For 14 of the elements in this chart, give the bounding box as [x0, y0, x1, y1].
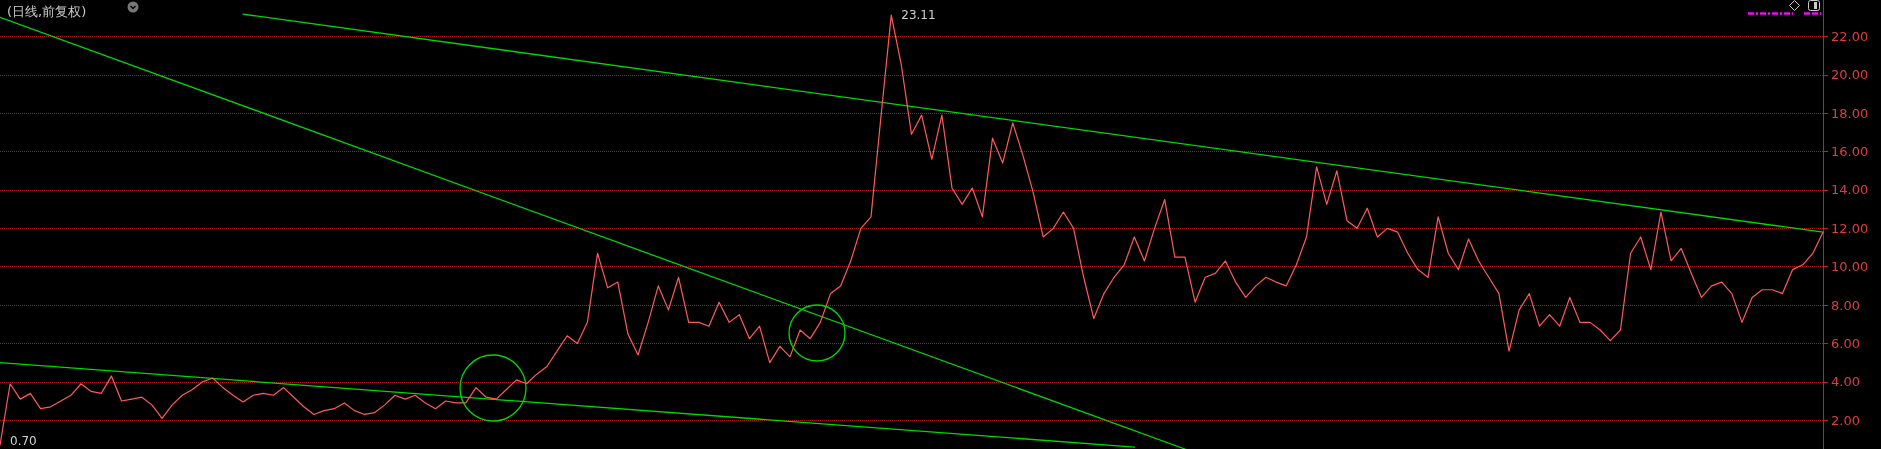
y-tick-label: 14.00 [1831, 182, 1869, 198]
annotation: 23.11 [901, 8, 936, 23]
y-tick-label: 6.00 [1831, 335, 1860, 351]
y-tick-label: 2.00 [1831, 412, 1860, 428]
y-tick-label: 8.00 [1831, 297, 1860, 313]
y-tick-label: 18.00 [1831, 105, 1869, 121]
y-tick-label: 10.00 [1831, 259, 1869, 275]
y-tick-label: 12.00 [1831, 220, 1869, 236]
y-tick-label: 22.00 [1831, 28, 1869, 44]
y-tick-label: 4.00 [1831, 374, 1860, 390]
y-tick-label: 20.00 [1831, 67, 1869, 83]
chart-title: (日线,前复权) [7, 4, 87, 19]
y-tick-label: 16.00 [1831, 144, 1869, 160]
annotation: 0.70 [10, 434, 37, 448]
